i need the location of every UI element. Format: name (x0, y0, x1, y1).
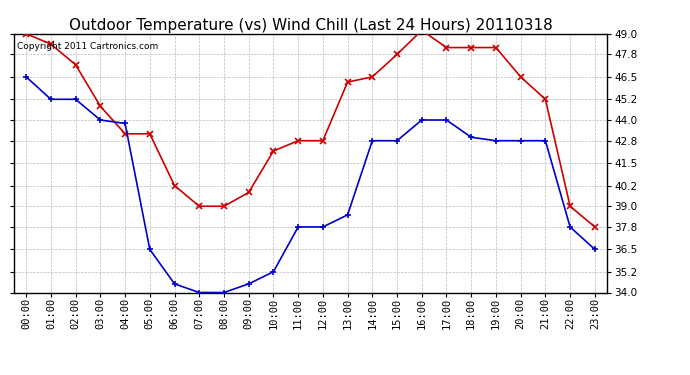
Title: Outdoor Temperature (vs) Wind Chill (Last 24 Hours) 20110318: Outdoor Temperature (vs) Wind Chill (Las… (68, 18, 553, 33)
Text: Copyright 2011 Cartronics.com: Copyright 2011 Cartronics.com (17, 42, 158, 51)
